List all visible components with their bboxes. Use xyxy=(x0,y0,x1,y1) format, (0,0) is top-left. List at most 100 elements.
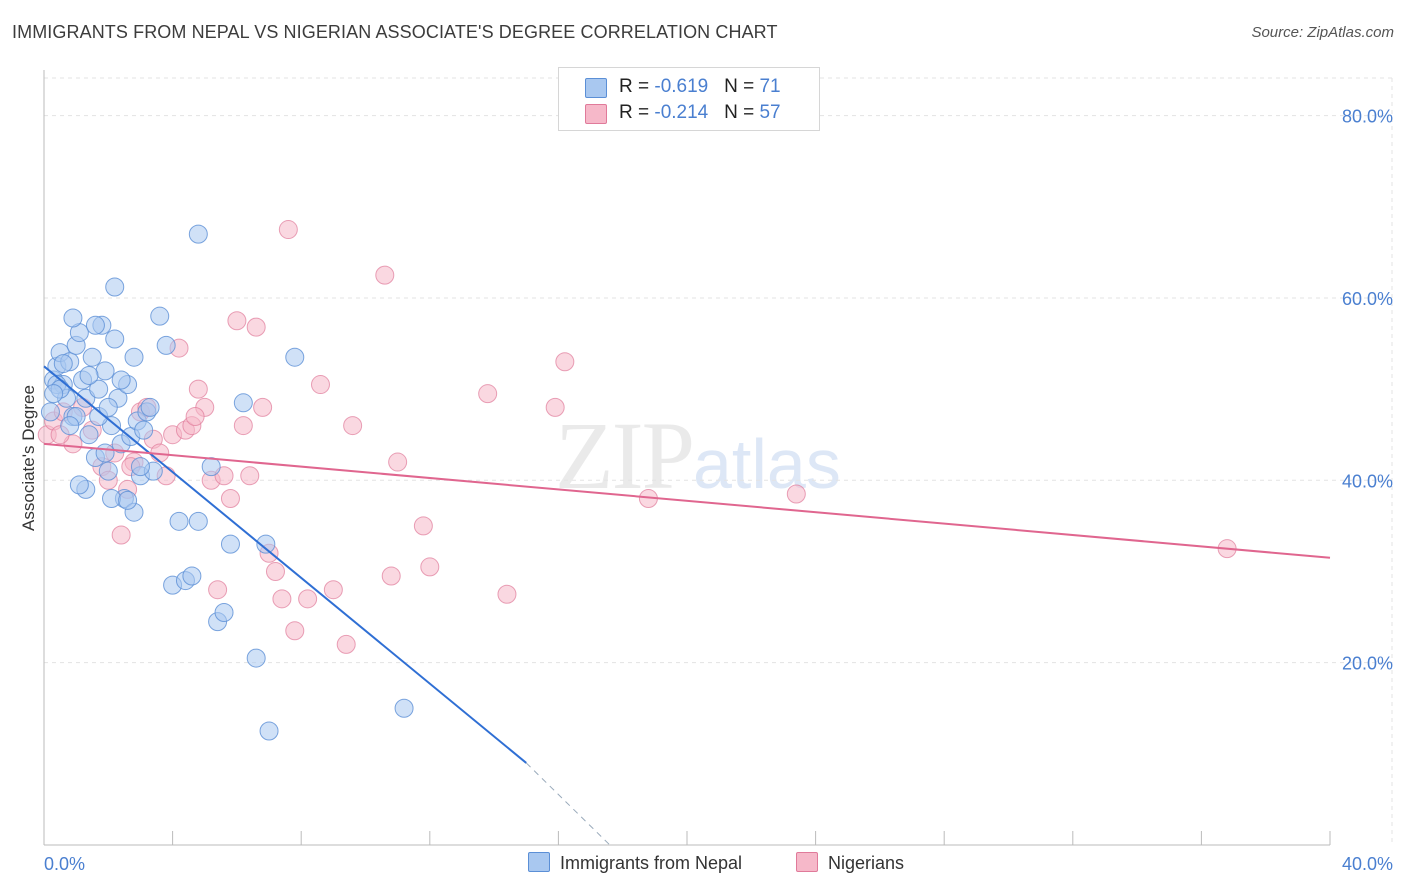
nigerians-point xyxy=(278,220,298,240)
nepal-point xyxy=(214,603,234,622)
nepal-point xyxy=(256,534,276,554)
nigerians-point xyxy=(227,311,247,331)
axes xyxy=(43,70,1331,846)
nepal-point xyxy=(394,698,414,718)
nepal-point xyxy=(98,461,118,481)
nigerians-point xyxy=(343,416,363,436)
nepal-point xyxy=(76,388,96,408)
nigerians-point xyxy=(786,484,806,504)
nepal-point xyxy=(182,566,202,586)
nigerians-point xyxy=(375,265,395,285)
nepal-point xyxy=(246,648,266,668)
nepal-point xyxy=(150,306,170,326)
nepal-point xyxy=(85,315,105,335)
nigerians-point xyxy=(298,589,318,609)
nepal-point xyxy=(89,379,109,399)
nepal-point xyxy=(69,475,89,495)
nigerians-point xyxy=(220,489,240,509)
nepal-point xyxy=(111,370,131,390)
nigerians-point xyxy=(413,516,433,536)
nepal-point xyxy=(95,443,115,463)
correlation-legend: R = -0.619 N = 71 R = -0.214 N = 57 xyxy=(558,67,820,131)
legend-text-nigeria: R = -0.214 N = 57 xyxy=(619,102,781,124)
bottom-legend-nigerians[interactable]: Nigerians xyxy=(796,852,904,874)
nigerians-point xyxy=(265,561,285,581)
nepal-point xyxy=(98,397,118,417)
nigerians-point xyxy=(545,397,565,417)
watermark-atlas: atlas xyxy=(693,425,841,503)
nepal-point xyxy=(233,393,253,413)
chart-title: IMMIGRANTS FROM NEPAL VS NIGERIAN ASSOCI… xyxy=(12,22,778,42)
nigerians-point xyxy=(111,525,131,545)
legend-n-value: 57 xyxy=(759,102,781,123)
y-tick-label: 60.0% xyxy=(1342,289,1393,309)
nigerians-point xyxy=(336,634,356,654)
legend-r-label: R = xyxy=(619,76,655,97)
legend-n-label: N = xyxy=(724,102,760,123)
source-label: Source: ZipAtlas.com xyxy=(1251,24,1394,41)
nepal-point xyxy=(79,425,99,445)
nigerians-point xyxy=(188,379,208,399)
bottom-legend-label-nigerians: Nigerians xyxy=(828,853,905,873)
nepal-point xyxy=(60,416,80,436)
nepal-point xyxy=(105,329,125,349)
trend-lines xyxy=(43,365,1331,846)
y-tick-label: 20.0% xyxy=(1342,654,1393,674)
legend-n-value: 71 xyxy=(759,76,781,97)
nigerians-point xyxy=(310,375,330,395)
nigerians-point xyxy=(246,317,266,337)
nepal-point xyxy=(188,511,208,531)
nepal-point xyxy=(130,457,150,477)
bottom-legend-swatch-nepal xyxy=(528,852,550,872)
y-tick-label: 40.0% xyxy=(1342,471,1393,491)
nepal-points xyxy=(40,224,414,741)
nigerians-point xyxy=(208,580,228,600)
legend-r-value: -0.619 xyxy=(654,76,709,97)
nepal-point xyxy=(102,416,122,436)
nigerians-point xyxy=(388,452,408,472)
y-axis-title: Associate's Degree xyxy=(19,385,38,531)
nigerians-point xyxy=(63,434,83,454)
nepal-point xyxy=(44,384,64,404)
legend-swatch-nepal xyxy=(585,78,607,98)
legend-n-label: N = xyxy=(724,76,760,97)
nigerians-point xyxy=(233,416,253,436)
nigerians-points xyxy=(37,220,1237,654)
nigerians-point xyxy=(555,352,575,372)
legend-r-value: -0.214 xyxy=(654,102,709,123)
nepal-point xyxy=(201,457,221,477)
nepal-point xyxy=(156,335,176,355)
nigerians-point xyxy=(214,466,234,486)
nigerians-point xyxy=(323,580,343,600)
nepal-point xyxy=(118,490,138,510)
nepal-point xyxy=(220,534,240,554)
legend-swatch-nigeria xyxy=(585,104,607,124)
nepal-point xyxy=(53,354,73,374)
nepal-point xyxy=(95,361,115,381)
nepal-point xyxy=(40,402,60,422)
tick-labels: 20.0% 40.0% 60.0% 80.0% 0.0% 40.0% Associate's… xyxy=(19,107,1393,874)
legend-text-nepal: R = -0.619 N = 71 xyxy=(619,76,781,98)
nepal-point xyxy=(124,347,144,367)
nigerians-point xyxy=(478,384,498,404)
bottom-legend-nepal[interactable]: Immigrants from Nepal xyxy=(528,852,742,874)
legend-r-label: R = xyxy=(619,102,655,123)
nepal-point xyxy=(169,511,189,531)
nigerians-point xyxy=(253,397,273,417)
nepal-point xyxy=(188,224,208,244)
nigerians-trend-line xyxy=(43,442,1331,559)
nigerians-point xyxy=(240,466,260,486)
bottom-legend-label-nepal: Immigrants from Nepal xyxy=(560,853,743,873)
nigerians-point xyxy=(420,557,440,577)
nigerians-point xyxy=(272,589,292,609)
nigerians-point xyxy=(497,584,517,604)
nepal-point xyxy=(140,397,160,417)
nepal-point xyxy=(82,347,102,367)
nigerians-point xyxy=(185,406,205,426)
y-tick-label: 80.0% xyxy=(1342,107,1393,127)
nepal-point xyxy=(285,347,305,367)
nigerians-point xyxy=(381,566,401,586)
nepal-trend-extension xyxy=(525,762,611,846)
nepal-point xyxy=(134,420,154,440)
